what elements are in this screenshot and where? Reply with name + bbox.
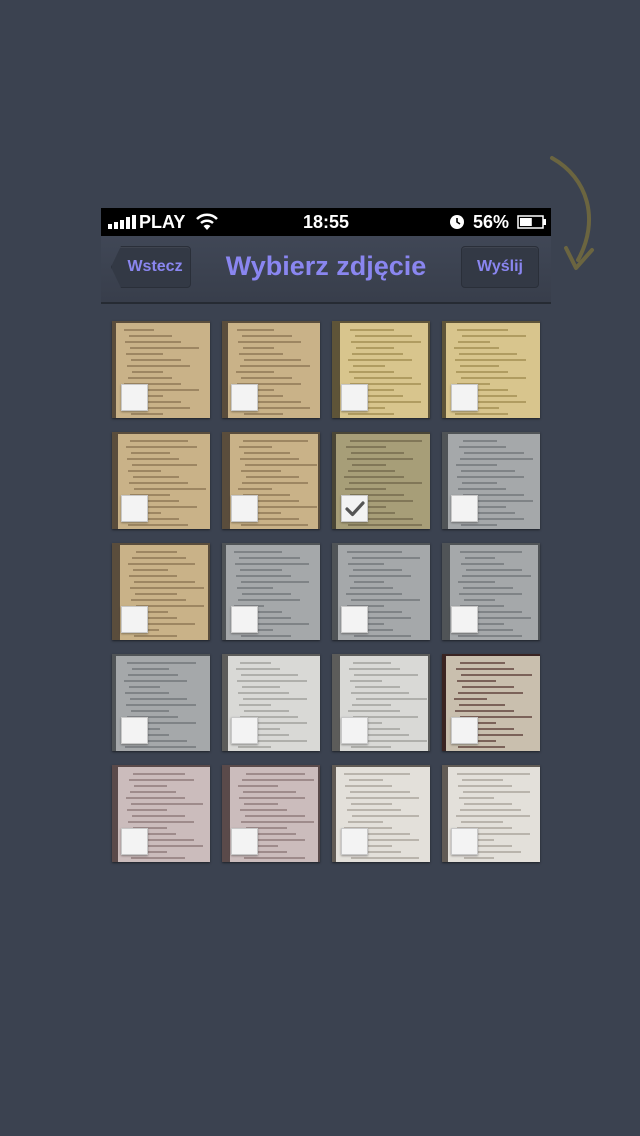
photo-thumbnail[interactable]	[442, 432, 540, 529]
photo-thumbnail[interactable]	[222, 432, 320, 529]
checkbox[interactable]	[121, 384, 148, 411]
carrier-name: PLAY	[139, 212, 186, 232]
wifi-icon	[196, 213, 218, 230]
checkbox[interactable]	[451, 495, 478, 522]
photo-thumbnail[interactable]	[222, 543, 320, 640]
navigation-bar: Wstecz Wybierz zdjęcie Wyślij	[101, 236, 551, 304]
photo-thumbnail[interactable]	[112, 543, 210, 640]
photo-thumbnail[interactable]	[442, 765, 540, 862]
checkbox[interactable]	[451, 384, 478, 411]
hint-arrow-icon	[550, 156, 594, 270]
status-time: 18:55	[302, 212, 350, 232]
document-photo	[442, 321, 540, 418]
photo-thumbnail[interactable]	[222, 654, 320, 751]
checkbox[interactable]	[121, 717, 148, 744]
checkbox[interactable]	[451, 606, 478, 633]
document-photo	[442, 765, 540, 862]
photo-thumbnail[interactable]	[332, 321, 430, 418]
checkbox[interactable]	[231, 606, 258, 633]
photo-thumbnail[interactable]	[332, 765, 430, 862]
checkbox[interactable]	[121, 828, 148, 855]
document-photo	[222, 765, 320, 862]
status-bar: PLAY 18:55 56%	[101, 208, 551, 236]
photo-grid	[112, 321, 540, 862]
checkbox[interactable]	[341, 384, 368, 411]
photo-thumbnail[interactable]	[332, 654, 430, 751]
checkbox[interactable]	[451, 828, 478, 855]
photo-thumbnail[interactable]	[112, 765, 210, 862]
battery-icon	[517, 215, 546, 229]
page-title: Wybierz zdjęcie	[225, 251, 427, 281]
photo-thumbnail[interactable]	[112, 321, 210, 418]
checkbox[interactable]	[231, 495, 258, 522]
alarm-clock-icon	[450, 215, 464, 229]
battery-percent: 56%	[473, 212, 510, 232]
document-photo	[112, 654, 210, 751]
checkmark-icon	[345, 501, 365, 517]
checkbox[interactable]	[341, 606, 368, 633]
photo-thumbnail[interactable]	[442, 543, 540, 640]
photo-thumbnail[interactable]	[442, 321, 540, 418]
back-button[interactable]: Wstecz	[111, 246, 191, 288]
photo-thumbnail[interactable]	[332, 432, 430, 529]
checkbox[interactable]	[341, 828, 368, 855]
checkbox[interactable]	[231, 717, 258, 744]
document-photo	[222, 321, 320, 418]
checkbox[interactable]	[451, 717, 478, 744]
photo-thumbnail[interactable]	[332, 543, 430, 640]
checkbox[interactable]	[121, 495, 148, 522]
checkbox[interactable]	[341, 717, 368, 744]
checkbox[interactable]	[231, 384, 258, 411]
checkbox[interactable]	[121, 606, 148, 633]
checkbox-checked[interactable]	[341, 495, 368, 522]
send-button[interactable]: Wyślij	[461, 246, 539, 288]
photo-thumbnail[interactable]	[112, 432, 210, 529]
photo-thumbnail[interactable]	[112, 654, 210, 751]
checkbox[interactable]	[231, 828, 258, 855]
phone-screen: PLAY 18:55 56% Wstecz Wybierz zdjęcie Wy…	[101, 208, 551, 878]
signal-strength-icon	[108, 215, 136, 229]
photo-thumbnail[interactable]	[222, 321, 320, 418]
document-photo	[442, 543, 540, 640]
photo-thumbnail[interactable]	[222, 765, 320, 862]
photo-thumbnail[interactable]	[442, 654, 540, 751]
